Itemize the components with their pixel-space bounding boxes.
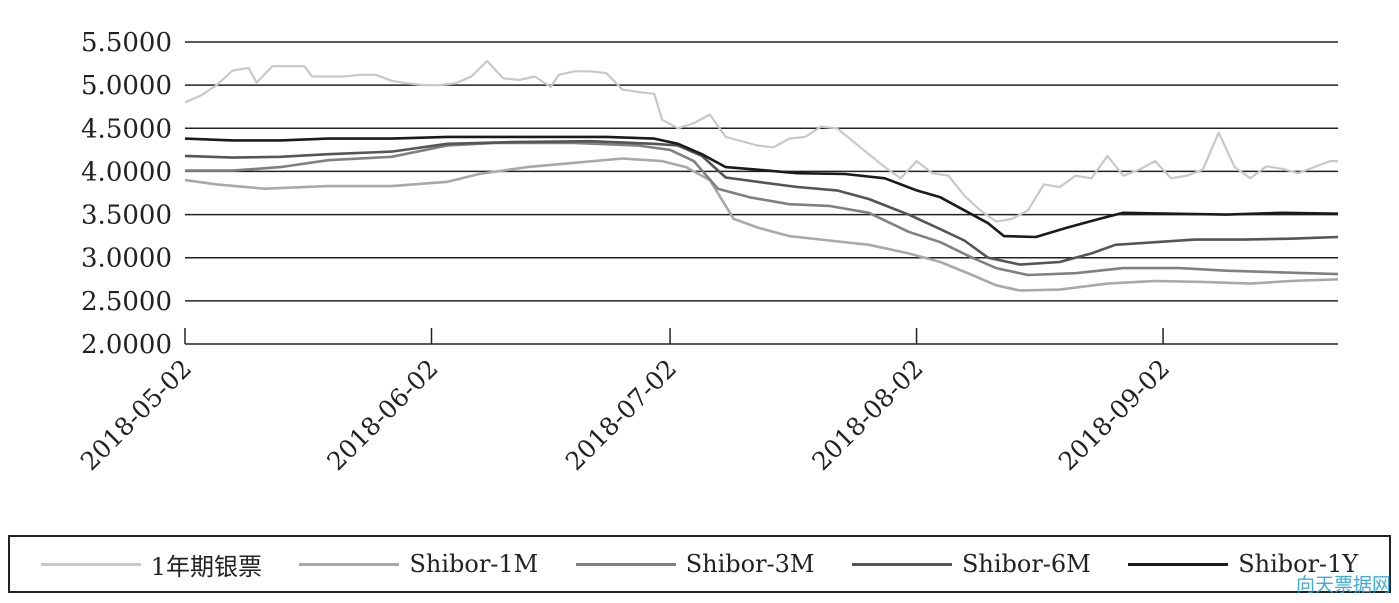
legend-item: Shibor-1Y: [1128, 550, 1358, 578]
gridlines: [185, 41, 1338, 345]
legend-swatch: [299, 562, 400, 566]
x-tick-label: 2018-05-02: [75, 354, 197, 476]
legend-item: 1年期银票: [40, 547, 262, 582]
legend-swatch: [40, 562, 141, 566]
y-tick-label: 4.0000: [81, 157, 172, 187]
watermark: 向天票据网: [1295, 574, 1391, 596]
legend: 1年期银票 Shibor-1M Shibor-3M Shibor-6M Shibor-1…: [8, 535, 1391, 593]
x-tick-label: 2018-08-02: [806, 354, 928, 476]
x-tick-label: 2018-09-02: [1053, 354, 1175, 476]
legend-label: 1年期银票: [150, 552, 262, 581]
y-axis: 2.0000 2.5000 3.0000 3.5000 4.0000 4.5000 5.00…: [81, 28, 172, 360]
legend-label: Shibor-3M: [685, 550, 815, 578]
legend-swatch: [1128, 562, 1229, 566]
legend-item: Shibor-6M: [851, 550, 1091, 578]
y-tick-label: 2.5000: [81, 287, 172, 317]
series-lines: [184, 59, 1339, 292]
x-tick-label: 2018-06-02: [321, 354, 443, 476]
legend-label: Shibor-1M: [409, 550, 539, 578]
series-line-2: [184, 157, 1339, 292]
legend-label: Shibor-1Y: [1238, 550, 1359, 578]
legend-item: Shibor-1M: [299, 550, 538, 578]
series-line-3: [185, 141, 1339, 277]
y-tick-label: 3.5000: [81, 201, 172, 231]
y-tick-label: 5.5000: [81, 28, 172, 58]
legend-item: Shibor-3M: [575, 550, 815, 578]
legend-swatch: [851, 562, 952, 566]
y-tick-label: 3.0000: [81, 244, 172, 274]
legend-label: Shibor-6M: [961, 550, 1091, 578]
y-tick-label: 4.5000: [81, 114, 172, 144]
legend-swatch: [575, 562, 676, 566]
x-tick-label: 2018-07-02: [560, 354, 682, 476]
y-tick-label: 5.0000: [81, 71, 172, 101]
series-line-1: [184, 59, 1338, 223]
x-axis: 2018-05-02 2018-06-02 2018-07-02 2018-08-02…: [75, 328, 1175, 476]
line-chart: 2.0000 2.5000 3.0000 3.5000 4.0000 4.5000 5.00…: [75, 28, 1339, 476]
series-line-5: [184, 135, 1339, 239]
y-tick-label: 2.0000: [81, 330, 172, 360]
series-line-4: [184, 139, 1339, 266]
